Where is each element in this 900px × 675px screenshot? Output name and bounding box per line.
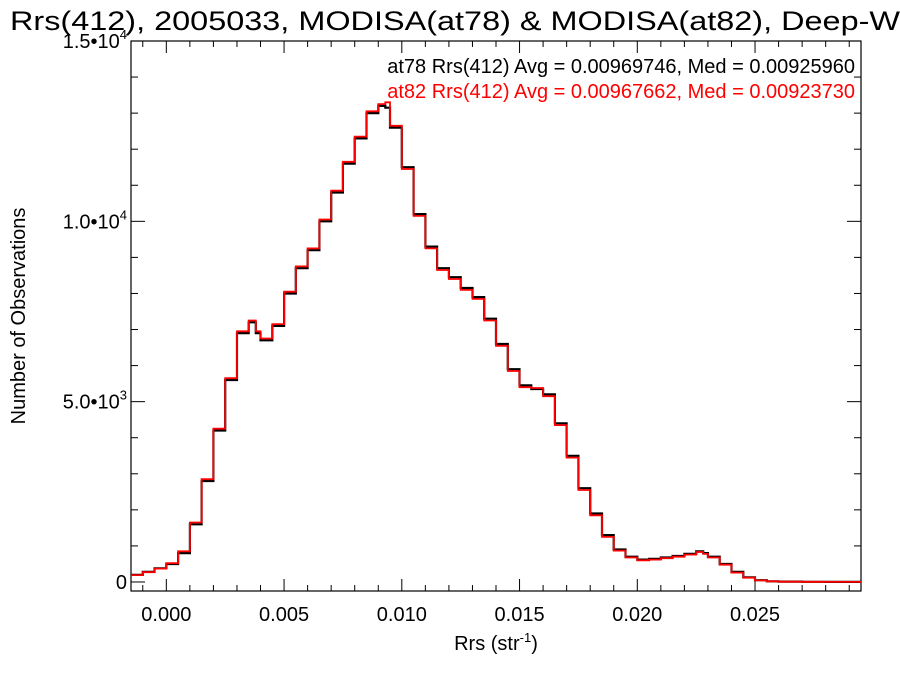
x-tick-label-2: 0.010	[377, 604, 427, 626]
x-axis-label: Rrs (str-1)	[454, 630, 538, 655]
chart-title: Rrs(412), 2005033, MODISA(at78) & MODISA…	[10, 6, 900, 36]
y-tick-label-3: 1.5•104	[63, 27, 127, 53]
y-axis-label: Number of Observations	[8, 208, 30, 425]
y-tick-label-2: 1.0•104	[63, 207, 127, 233]
x-tick-label-1: 0.005	[259, 604, 309, 626]
series-line-1	[131, 101, 861, 583]
x-tick-label-4: 0.020	[612, 604, 662, 626]
x-tick-label-5: 0.025	[730, 604, 780, 626]
y-tick-label-1: 5.0•103	[63, 388, 127, 414]
plot-frame	[130, 40, 862, 592]
axis-ticks: 0.000 0.005 0.010 0.015 0.020 0.025 0 5.0•103 1.…	[63, 27, 861, 626]
x-tick-label-3: 0.015	[495, 604, 545, 626]
annotation-at82: at82 Rrs(412) Avg = 0.00967662, Med = 0.…	[387, 81, 855, 103]
annotation-at78: at78 Rrs(412) Avg = 0.00969746, Med = 0.…	[387, 56, 855, 78]
y-tick-label-0: 0	[116, 572, 127, 594]
x-tick-label-0: 0.000	[141, 604, 191, 626]
series-group	[131, 101, 861, 583]
